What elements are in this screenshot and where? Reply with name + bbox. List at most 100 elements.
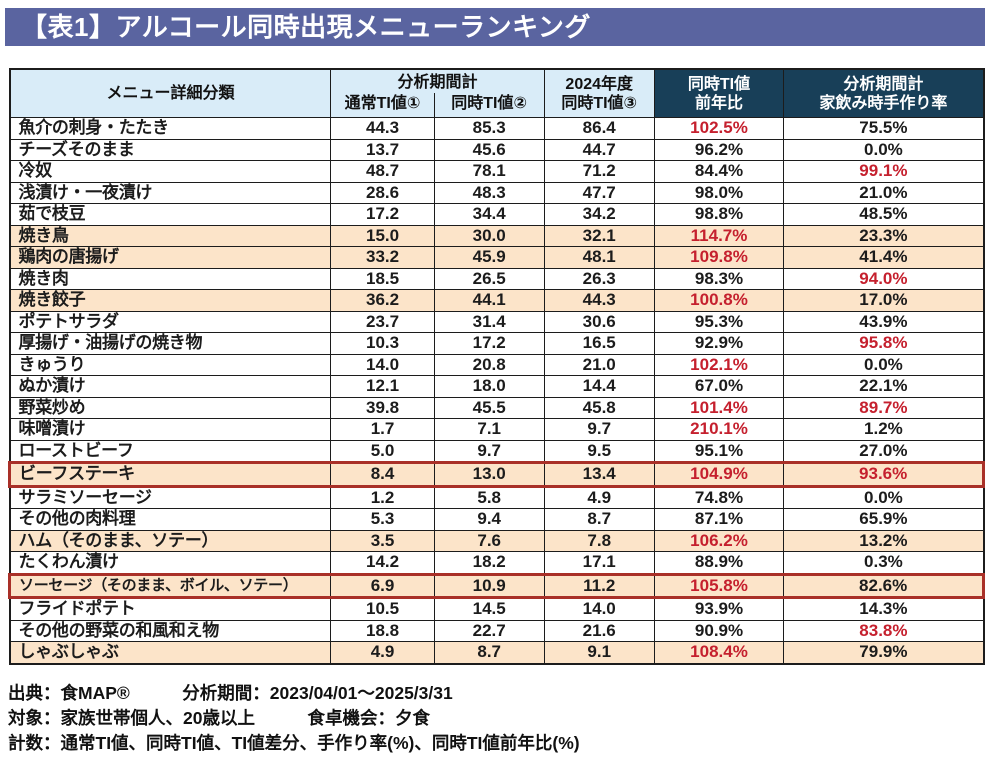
table-row: 冷奴 48.7 78.1 71.2 84.4% 99.1% — [8, 160, 984, 183]
table-row: 浅漬け・一夜漬け 28.6 48.3 47.7 98.0% 21.0% — [8, 181, 984, 204]
table-row: 味噌漬け 1.7 7.1 9.7 210.1% 1.2% — [8, 418, 984, 441]
yoy-cell: 100.8% — [653, 289, 785, 312]
yoy-cell: 87.1% — [653, 508, 785, 531]
col-header-analysis-period-group: 分析期間計 — [330, 68, 545, 93]
simul-ti-2024-cell: 44.3 — [543, 289, 655, 312]
table-row: 焼き鳥 15.0 30.0 32.1 114.7% 23.3% — [8, 224, 984, 247]
simul-ti-cell: 44.1 — [433, 289, 545, 312]
normal-ti-cell: 5.3 — [330, 508, 435, 531]
footer-notes: 出典：食MAP® 分析期間：2023/04/01～2025/3/31 対象：家族… — [8, 681, 988, 756]
menu-name-cell: 焼き鳥 — [8, 224, 332, 247]
normal-ti-cell: 36.2 — [330, 289, 435, 312]
target-note: 対象：家族世帯個人、20歳以上 食卓機会：夕食 — [8, 708, 430, 728]
yoy-cell: 90.9% — [653, 619, 785, 642]
col-header-yoy-line1: 同時TI値 — [687, 75, 751, 93]
yoy-cell: 114.7% — [653, 224, 785, 247]
menu-name-cell: その他の肉料理 — [8, 508, 332, 531]
simul-ti-2024-cell: 8.7 — [543, 508, 655, 531]
table-row: ハム（そのまま、ソテー） 3.5 7.6 7.8 106.2% 13.2% — [8, 529, 984, 552]
handmade-rate-cell: 41.4% — [783, 246, 984, 269]
simul-ti-cell: 8.7 — [433, 641, 545, 664]
simul-ti-2024-cell: 14.4 — [543, 375, 655, 398]
simul-ti-cell: 85.3 — [433, 117, 545, 140]
handmade-rate-cell: 23.3% — [783, 224, 984, 247]
simul-ti-2024-cell: 47.7 — [543, 181, 655, 204]
simul-ti-cell: 31.4 — [433, 310, 545, 333]
col-header-yoy-line2: 前年比 — [695, 94, 744, 112]
normal-ti-cell: 17.2 — [330, 203, 435, 226]
col-header-menu: メニュー詳細分類 — [8, 68, 332, 118]
col-header-2024-simul-ti: 2024年度 同時TI値③ — [543, 68, 655, 118]
table-row: ビーフステーキ 8.4 13.0 13.4 104.9% 93.6% — [7, 461, 985, 488]
handmade-rate-cell: 94.0% — [783, 267, 984, 290]
simul-ti-cell: 45.9 — [433, 246, 545, 269]
normal-ti-cell: 6.9 — [330, 572, 435, 599]
handmade-rate-cell: 0.3% — [783, 551, 984, 575]
handmade-rate-cell: 13.2% — [783, 529, 984, 552]
simul-ti-cell: 45.6 — [433, 138, 545, 161]
simul-ti-cell: 22.7 — [433, 619, 545, 642]
simul-ti-2024-cell: 44.7 — [543, 138, 655, 161]
table-row: その他の肉料理 5.3 9.4 8.7 87.1% 65.9% — [8, 508, 984, 531]
table-row: きゅうり 14.0 20.8 21.0 102.1% 0.0% — [8, 353, 984, 376]
handmade-rate-cell: 22.1% — [783, 375, 984, 398]
handmade-rate-cell: 79.9% — [783, 641, 984, 664]
menu-name-cell: ポテトサラダ — [8, 310, 332, 333]
table-row: ローストビーフ 5.0 9.7 9.5 95.1% 27.0% — [8, 439, 984, 463]
simul-ti-cell: 7.1 — [433, 418, 545, 441]
handmade-rate-cell: 0.0% — [783, 138, 984, 161]
table-title-bar: 【表1】アルコール同時出現メニューランキング — [5, 8, 985, 46]
normal-ti-cell: 8.4 — [330, 461, 435, 488]
yoy-cell: 88.9% — [653, 551, 785, 575]
simul-ti-2024-cell: 13.4 — [543, 461, 655, 488]
yoy-cell: 108.4% — [653, 641, 785, 664]
table-row: サラミソーセージ 1.2 5.8 4.9 74.8% 0.0% — [8, 485, 984, 509]
menu-name-cell: 浅漬け・一夜漬け — [8, 181, 332, 204]
table-body: 魚介の刺身・たたき 44.3 85.3 86.4 102.5% 75.5% チー… — [7, 117, 985, 664]
yoy-cell: 98.8% — [653, 203, 785, 226]
yoy-cell: 210.1% — [653, 418, 785, 441]
menu-name-cell: 冷奴 — [8, 160, 332, 183]
table-row: 鶏肉の唐揚げ 33.2 45.9 48.1 109.8% 41.4% — [8, 246, 984, 269]
simul-ti-cell: 7.6 — [433, 529, 545, 552]
col-header-handmade-line2: 家飲み時手作り率 — [819, 94, 948, 112]
menu-name-cell: 鶏肉の唐揚げ — [8, 246, 332, 269]
yoy-cell: 109.8% — [653, 246, 785, 269]
yoy-cell: 93.9% — [653, 597, 785, 621]
menu-name-cell: ビーフステーキ — [7, 461, 332, 488]
yoy-cell: 67.0% — [653, 375, 785, 398]
simul-ti-2024-cell: 71.2 — [543, 160, 655, 183]
normal-ti-cell: 4.9 — [330, 641, 435, 664]
normal-ti-cell: 14.0 — [330, 353, 435, 376]
handmade-rate-cell: 65.9% — [783, 508, 984, 531]
simul-ti-cell: 78.1 — [433, 160, 545, 183]
source-note: 出典：食MAP® 分析期間：2023/04/01～2025/3/31 — [8, 683, 453, 703]
handmade-rate-cell: 75.5% — [783, 117, 984, 140]
simul-ti-cell: 10.9 — [433, 572, 545, 599]
simul-ti-cell: 18.0 — [433, 375, 545, 398]
header-row-2: 通常TI値① 同時TI値② — [10, 93, 984, 118]
handmade-rate-cell: 89.7% — [783, 396, 984, 419]
menu-name-cell: ハム（そのまま、ソテー） — [8, 529, 332, 552]
simul-ti-2024-cell: 26.3 — [543, 267, 655, 290]
handmade-rate-cell: 14.3% — [783, 597, 984, 621]
handmade-rate-cell: 93.6% — [783, 461, 985, 488]
simul-ti-cell: 48.3 — [433, 181, 545, 204]
yoy-cell: 92.9% — [653, 332, 785, 355]
menu-name-cell: 焼き肉 — [8, 267, 332, 290]
normal-ti-cell: 15.0 — [330, 224, 435, 247]
normal-ti-cell: 5.0 — [330, 439, 435, 463]
yoy-cell: 102.5% — [653, 117, 785, 140]
normal-ti-cell: 3.5 — [330, 529, 435, 552]
handmade-rate-cell: 27.0% — [783, 439, 984, 463]
table-row: 厚揚げ・油揚げの焼き物 10.3 17.2 16.5 92.9% 95.8% — [8, 332, 984, 355]
normal-ti-cell: 1.7 — [330, 418, 435, 441]
col-header-handmade-line1: 分析期間計 — [843, 75, 924, 93]
simul-ti-2024-cell: 17.1 — [543, 551, 655, 575]
normal-ti-cell: 10.5 — [330, 597, 435, 621]
menu-name-cell: 厚揚げ・油揚げの焼き物 — [8, 332, 332, 355]
table-row: ポテトサラダ 23.7 31.4 30.6 95.3% 43.9% — [8, 310, 984, 333]
menu-name-cell: 味噌漬け — [8, 418, 332, 441]
menu-name-cell: サラミソーセージ — [8, 485, 332, 509]
